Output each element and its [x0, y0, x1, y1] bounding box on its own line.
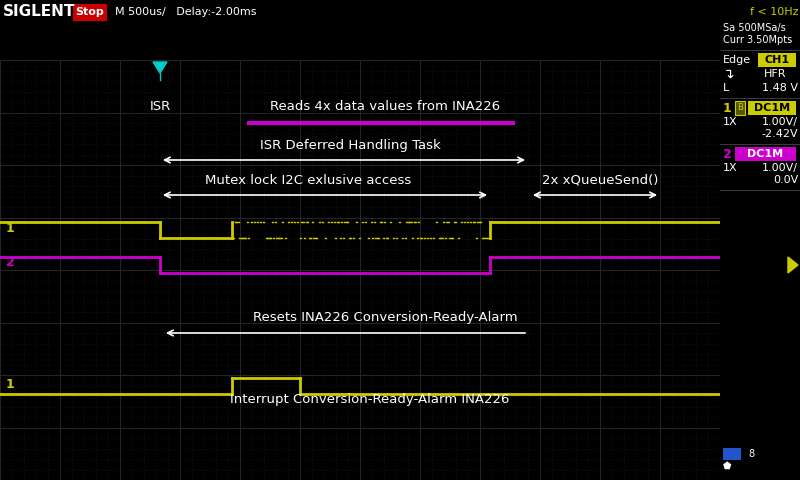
Text: f < 10Hz: f < 10Hz [750, 7, 798, 17]
Text: -2.42V: -2.42V [762, 129, 798, 139]
Text: 1: 1 [6, 379, 14, 392]
Text: 1: 1 [6, 221, 14, 235]
Text: Curr 3.50Mpts: Curr 3.50Mpts [723, 35, 792, 45]
Text: 1.48 V: 1.48 V [762, 83, 798, 93]
Text: HFR: HFR [764, 69, 786, 79]
Polygon shape [153, 62, 167, 73]
Text: 0.0V: 0.0V [773, 175, 798, 185]
Text: ⬟: ⬟ [723, 461, 731, 471]
Text: Mutex lock I2C exlusive access: Mutex lock I2C exlusive access [205, 173, 411, 187]
Text: B: B [737, 104, 743, 112]
Text: SIGLENT: SIGLENT [3, 4, 75, 20]
Text: Sa 500MSa/s: Sa 500MSa/s [723, 23, 786, 33]
Bar [748, 101, 796, 115]
Text: 2: 2 [6, 256, 14, 269]
Text: CH1: CH1 [765, 55, 790, 65]
Text: 2: 2 [723, 147, 732, 160]
Bar [723, 448, 741, 460]
Text: 8: 8 [748, 449, 754, 459]
Text: Reads 4x data values from INA226: Reads 4x data values from INA226 [270, 100, 500, 113]
Text: 1.00V/: 1.00V/ [762, 163, 798, 173]
Text: Stop: Stop [76, 7, 104, 17]
Text: L: L [723, 83, 730, 93]
Text: ↴: ↴ [723, 67, 734, 81]
Text: Resets INA226 Conversion-Ready-Alarm: Resets INA226 Conversion-Ready-Alarm [253, 312, 518, 324]
Bar [735, 147, 796, 161]
Text: DC1M: DC1M [747, 149, 783, 159]
Bar [73, 4, 107, 21]
Text: ISR: ISR [150, 100, 170, 113]
Text: M 500us/   Delay:-2.00ms: M 500us/ Delay:-2.00ms [115, 7, 257, 17]
Text: Edge: Edge [723, 55, 751, 65]
Bar [758, 53, 796, 67]
Text: DC1M: DC1M [754, 103, 790, 113]
Text: Interrupt Conversion-Ready-Alarm INA226: Interrupt Conversion-Ready-Alarm INA226 [230, 394, 510, 407]
Bar [735, 101, 745, 115]
Text: 2x xQueueSend(): 2x xQueueSend() [542, 173, 658, 187]
Text: 1X: 1X [723, 117, 738, 127]
Text: ISR Deferred Handling Task: ISR Deferred Handling Task [260, 139, 440, 152]
Text: 1: 1 [723, 101, 732, 115]
Text: 1X: 1X [723, 163, 738, 173]
Text: 1.00V/: 1.00V/ [762, 117, 798, 127]
Polygon shape [788, 257, 798, 273]
